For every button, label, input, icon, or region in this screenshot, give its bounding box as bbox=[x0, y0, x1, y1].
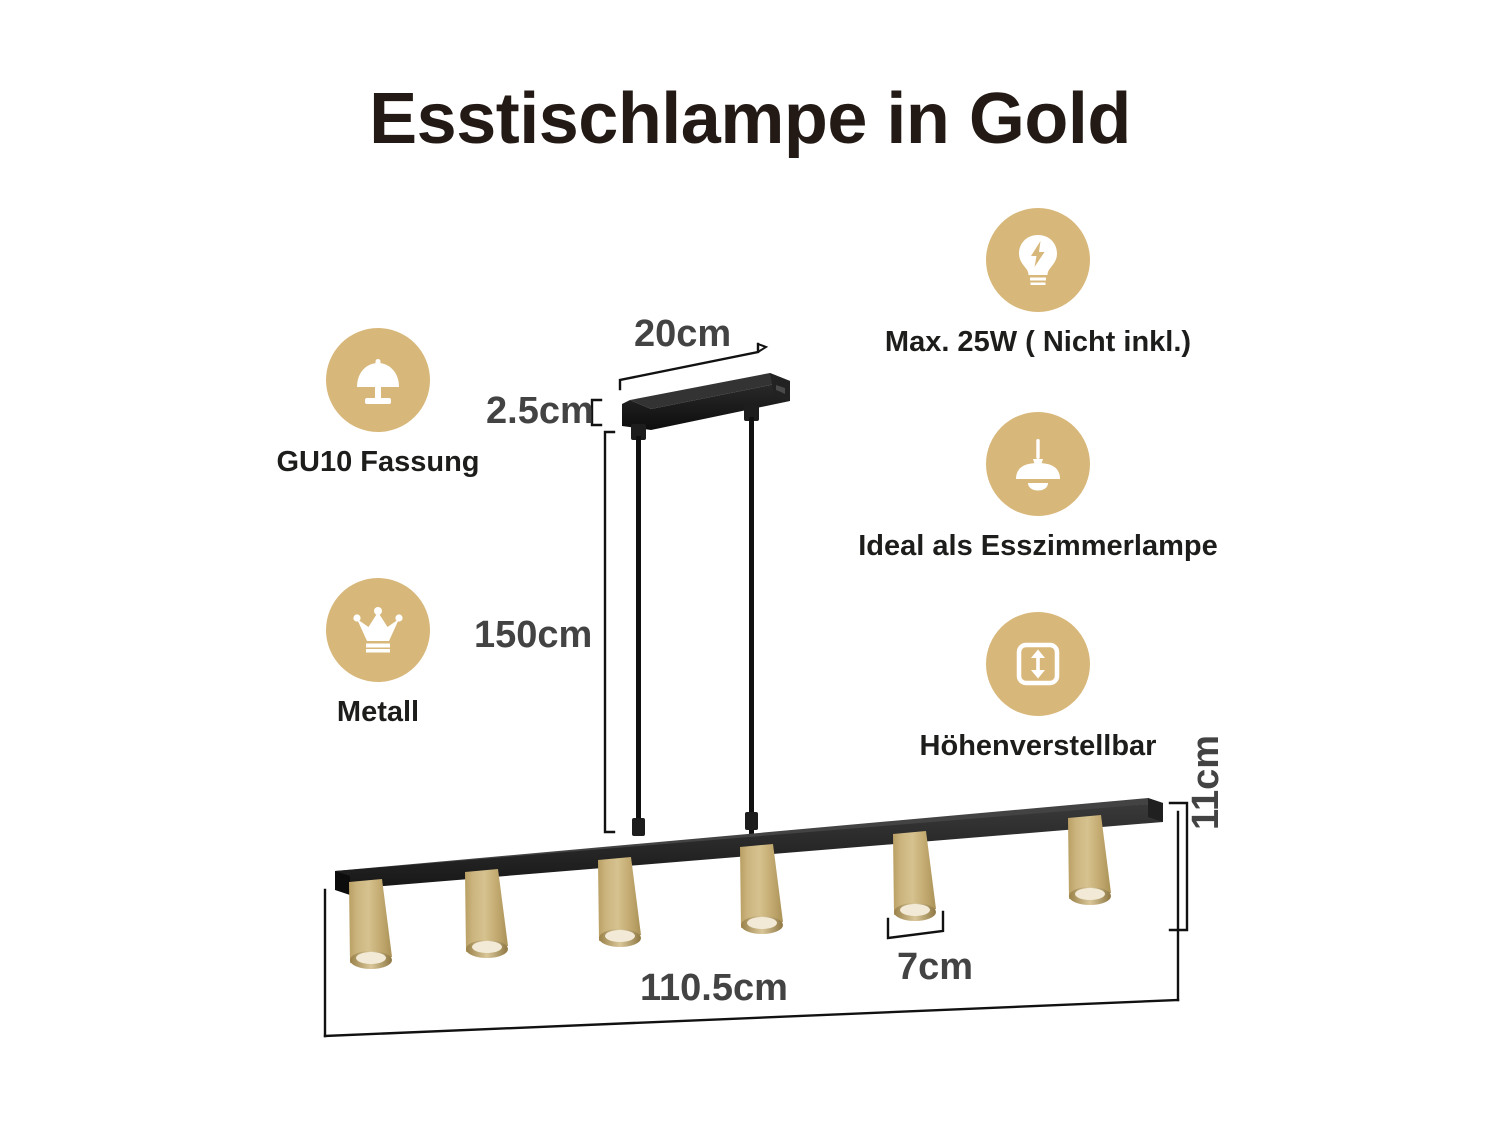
feature-gu10-fassung: GU10 Fassung bbox=[198, 328, 558, 479]
dimension-bar-length: 110.5cm bbox=[640, 967, 788, 1009]
dimension-canopy-width: 20cm bbox=[634, 313, 732, 355]
feature-label: Max. 25W ( Nicht inkl.) bbox=[884, 326, 1192, 358]
shade-1 bbox=[349, 879, 392, 969]
feature-ideal-dining-lamp: Ideal als Esszimmerlampe bbox=[808, 412, 1268, 563]
feature-metall: Metall bbox=[198, 578, 558, 729]
feature-height-adjustable: Höhenverstellbar bbox=[828, 612, 1248, 763]
page-title: Esstischlampe in Gold bbox=[369, 79, 1131, 159]
shade-6 bbox=[1068, 815, 1111, 905]
lamp-bar bbox=[335, 798, 1163, 895]
shade-4 bbox=[740, 844, 783, 934]
suspension-cords bbox=[632, 417, 758, 836]
table-lamp-icon bbox=[326, 328, 430, 432]
lightbulb-bolt-icon bbox=[986, 208, 1090, 312]
dimension-shade-height: 11cm bbox=[1185, 734, 1227, 830]
dimension-canopy-height: 2.5cm bbox=[486, 390, 594, 432]
shade-5 bbox=[893, 831, 936, 921]
feature-label: Höhenverstellbar bbox=[919, 730, 1157, 762]
shade-3 bbox=[598, 857, 641, 947]
dimension-suspension-length: 150cm bbox=[474, 614, 593, 656]
feature-max-wattage: Max. 25W ( Nicht inkl.) bbox=[828, 208, 1248, 359]
dimension-shade-width: 7cm bbox=[897, 946, 974, 988]
shade-2 bbox=[465, 869, 508, 958]
crown-icon bbox=[326, 578, 430, 682]
shade-group bbox=[349, 815, 1111, 969]
pendant-lamp-icon bbox=[986, 412, 1090, 516]
ceiling-canopy bbox=[622, 373, 790, 440]
feature-label: Metall bbox=[336, 696, 420, 728]
height-adjust-icon bbox=[986, 612, 1090, 716]
feature-label: Ideal als Esszimmerlampe bbox=[858, 530, 1218, 562]
feature-label: GU10 Fassung bbox=[276, 446, 480, 478]
